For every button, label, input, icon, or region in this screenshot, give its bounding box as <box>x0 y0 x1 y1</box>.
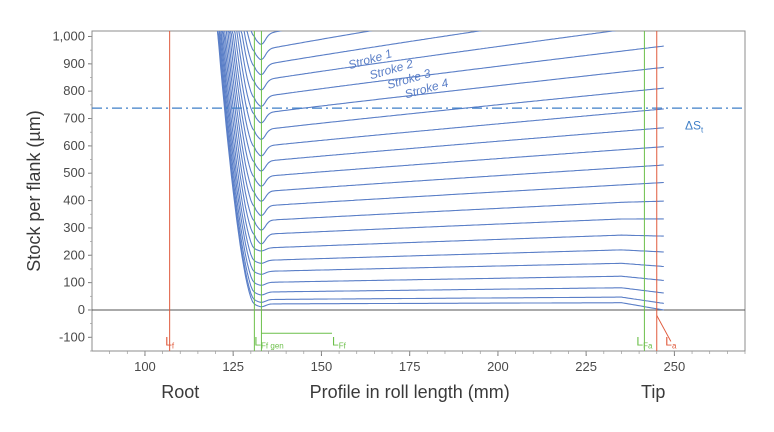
chart-labels: Stock per flank (µm) Profile in roll len… <box>24 110 510 402</box>
tip-label: Tip <box>641 382 665 402</box>
y-tick-label: 700 <box>63 111 85 126</box>
stroke-curve-7 <box>233 31 664 141</box>
y-tick-label: 400 <box>63 193 85 208</box>
stroke-curve-16 <box>220 31 664 264</box>
y-axis-title: Stock per flank (µm) <box>24 110 44 271</box>
stroke-curve-13 <box>224 31 664 231</box>
lfa-marker-label: LFa <box>636 335 653 351</box>
stroke-curve-14 <box>222 31 664 245</box>
y-tick-label: 200 <box>63 247 85 262</box>
x-tick-label: 125 <box>222 359 244 374</box>
stroke-curve-2 <box>246 31 373 61</box>
stroke-curve-19 <box>217 31 664 296</box>
y-tick-label: 900 <box>63 56 85 71</box>
plot-frame: -100 0 100 200 300 400 500 600 700 800 900 1,000 100… <box>52 28 746 402</box>
y-tick-label: -100 <box>59 329 85 344</box>
root-label: Root <box>161 382 199 402</box>
y-tick-label: 600 <box>63 138 85 153</box>
root-form-marker-label: Lf <box>165 335 175 351</box>
la-marker-label: La <box>665 335 677 351</box>
stroke-curve-12 <box>225 31 664 217</box>
x-tick-label: 175 <box>399 359 421 374</box>
stroke-curve-17 <box>218 31 664 275</box>
plot-border <box>91 30 746 352</box>
stroke-curve-21 <box>216 31 664 311</box>
stroke-curve-11 <box>227 31 664 203</box>
stroke-curve-10 <box>228 31 664 187</box>
x-tick-label: 200 <box>487 359 509 374</box>
x-tick-label: 150 <box>311 359 333 374</box>
lff-gen-label: LFf gen <box>254 335 283 351</box>
stroke-curve-5 <box>238 31 664 108</box>
stroke-curve-3 <box>243 31 483 76</box>
stroke-curve-9 <box>229 31 664 172</box>
y-tick-label: 0 <box>78 302 85 317</box>
stroke-curve-4 <box>240 31 617 91</box>
stroke-curve-8 <box>231 31 664 157</box>
length-markers: ΔSt Lf LFa La LFf gen LFf <box>92 31 745 351</box>
y-tick-label: 100 <box>63 275 85 290</box>
x-tick-label: 225 <box>575 359 597 374</box>
y-tick-label: 300 <box>63 220 85 235</box>
x-tick-label: 250 <box>664 359 686 374</box>
x-axis-title: Profile in roll length (mm) <box>310 382 510 402</box>
stroke-curve-6 <box>236 31 664 124</box>
lff-label: LFf <box>332 335 347 351</box>
y-tick-label: 500 <box>63 165 85 180</box>
stroke-curve-20 <box>216 31 664 304</box>
y-tick-label: 1,000 <box>52 28 85 43</box>
y-tick-label: 800 <box>63 83 85 98</box>
la-leader <box>656 315 672 342</box>
stroke-curve-18 <box>218 31 664 286</box>
stroke-curve-15 <box>221 31 664 252</box>
x-tick-label: 100 <box>134 359 156 374</box>
delta-st-label: ΔSt <box>685 118 704 134</box>
